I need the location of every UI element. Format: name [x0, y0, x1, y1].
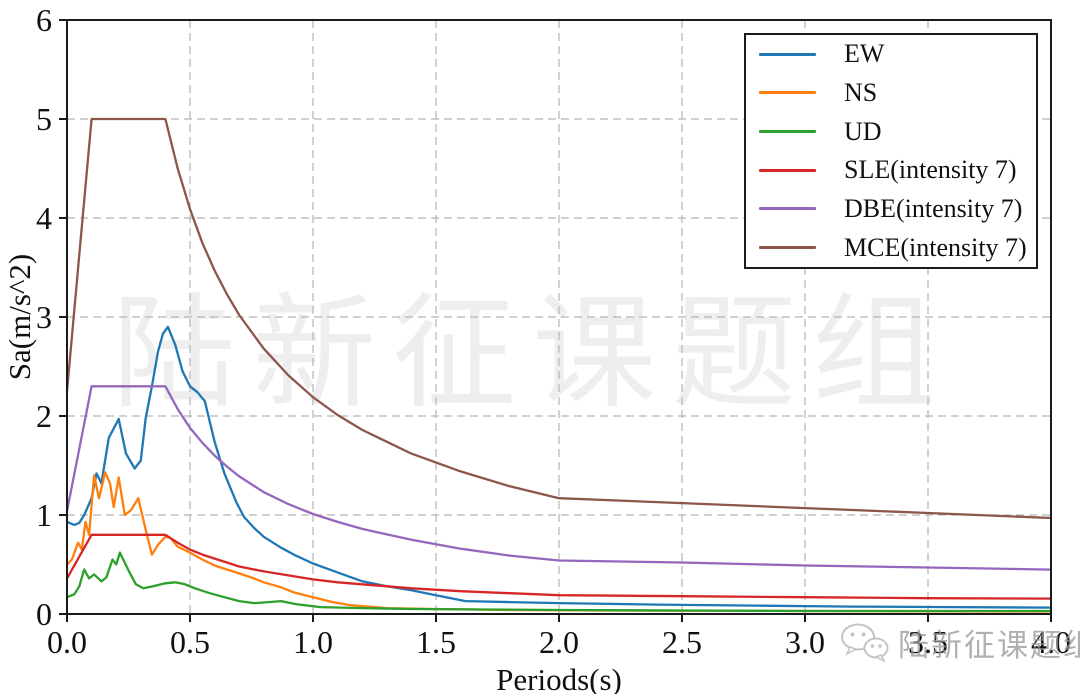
legend-item-dbe: DBE(intensity 7)	[746, 191, 1036, 227]
legend-label-ns: NS	[844, 77, 878, 107]
svg-text:2.0: 2.0	[539, 624, 579, 660]
legend-line-sample-dbe	[759, 207, 816, 211]
svg-text:6: 6	[36, 2, 52, 38]
curve-SLE(intensity 7)	[65, 533, 1053, 600]
bottom-right-watermark: 陆新征课题组	[838, 620, 1080, 665]
wechat-icon	[841, 623, 889, 663]
x-axis-label: Periods(s)	[496, 662, 622, 694]
svg-text:2: 2	[36, 398, 52, 434]
center-watermark-text: 陆新征课题组	[112, 286, 953, 423]
legend-label-mce: MCE(intensity 7)	[844, 232, 1027, 262]
svg-text:0: 0	[36, 596, 52, 632]
svg-text:0.0: 0.0	[47, 624, 87, 660]
svg-text:4: 4	[36, 200, 52, 236]
legend-item-mce: MCE(intensity 7)	[746, 230, 1036, 266]
data-curves	[65, 117, 1053, 613]
svg-text:3.0: 3.0	[785, 624, 825, 660]
svg-text:1: 1	[36, 497, 52, 533]
legend-line-sample-ew	[759, 52, 816, 56]
legend-label-dbe: DBE(intensity 7)	[844, 193, 1023, 223]
svg-text:0.5: 0.5	[170, 624, 210, 660]
svg-text:2.5: 2.5	[662, 624, 702, 660]
legend-label-ew: EW	[844, 39, 885, 69]
svg-text:4.0: 4.0	[1031, 624, 1071, 660]
legend-item-ew: EW	[746, 36, 1036, 72]
legend-label-ud: UD	[844, 116, 882, 146]
legend-line-sample-ns	[759, 91, 816, 95]
legend-line-sample-ud	[759, 130, 816, 134]
svg-text:3: 3	[36, 299, 52, 335]
legend-label-sle: SLE(intensity 7)	[844, 155, 1017, 185]
curve-UD	[65, 551, 1053, 613]
axis-ticks	[59, 19, 1052, 622]
legend-line-sample-mce	[759, 246, 816, 250]
legend-item-sle: SLE(intensity 7)	[746, 152, 1036, 188]
curve-MCE(intensity 7)	[65, 117, 1053, 520]
curve-DBE(intensity 7)	[65, 385, 1053, 571]
legend-item-ud: UD	[746, 114, 1036, 150]
svg-text:1.5: 1.5	[416, 624, 456, 660]
svg-text:5: 5	[36, 101, 52, 137]
svg-text:3.5: 3.5	[908, 624, 948, 660]
curve-EW	[65, 325, 1053, 609]
legend-box: EW NS UD SLE(intensity 7) DBE(intensity …	[744, 33, 1038, 269]
y-axis-label: Sa(m/s^2)	[2, 254, 37, 380]
legend-line-sample-sle	[759, 168, 816, 172]
svg-text:1.0: 1.0	[293, 624, 333, 660]
bottom-right-watermark-text: 陆新征课题组	[898, 628, 1080, 663]
legend-item-ns: NS	[746, 75, 1036, 111]
